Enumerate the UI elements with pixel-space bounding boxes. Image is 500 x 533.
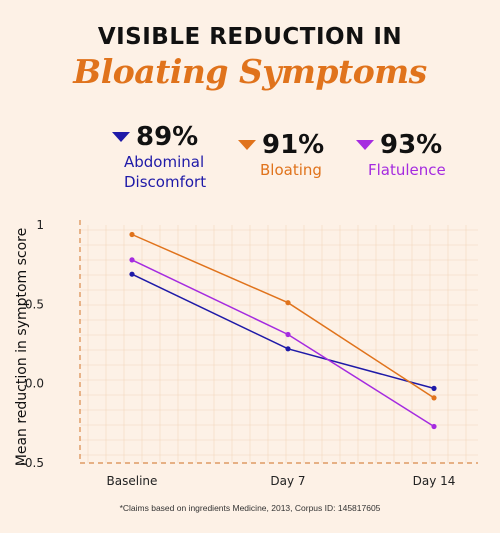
triangle-down-icon	[356, 140, 374, 150]
y-tick-label: 0.5	[25, 297, 44, 311]
data-point	[431, 385, 437, 391]
data-point	[129, 257, 135, 263]
data-point	[431, 423, 437, 430]
data-point	[129, 271, 135, 277]
series-line	[131, 259, 435, 428]
data-point	[285, 331, 291, 338]
stat-value: 91%	[262, 130, 325, 160]
x-tick-label: Day 7	[270, 474, 305, 488]
data-point	[285, 300, 291, 306]
y-tick-label: 1	[36, 218, 44, 232]
triangle-down-icon	[238, 140, 256, 150]
data-point	[285, 346, 291, 352]
stat-flatulence: 93% Flatulence	[356, 130, 446, 180]
chart-subtitle: Bloating Symptoms	[73, 52, 427, 91]
stat-label: Bloating	[260, 161, 322, 179]
stat-value: 89%	[136, 122, 199, 152]
x-tick-label: Baseline	[107, 474, 158, 488]
stat-bloating: 91% Bloating	[238, 130, 324, 180]
stat-value: 93%	[380, 130, 443, 160]
series-line	[131, 233, 435, 399]
data-point	[129, 231, 135, 238]
stat-label: Flatulence	[368, 161, 446, 179]
y-axis-title: Mean reduction in symptom score	[14, 228, 30, 466]
data-point	[431, 395, 437, 401]
triangle-down-icon	[112, 132, 130, 142]
footnote: *Claims based on ingredients Medicine, 2…	[119, 503, 381, 513]
x-tick-label: Day 14	[413, 474, 456, 488]
y-tick-label: 0.0	[25, 377, 44, 391]
chart-title: VISIBLE REDUCTION IN	[97, 24, 403, 50]
y-tick-label: -0.5	[21, 456, 44, 470]
stat-label: Abdominal Discomfort	[124, 153, 207, 191]
stat-abdominal-discomfort: 89% Abdominal Discomfort	[112, 122, 206, 192]
